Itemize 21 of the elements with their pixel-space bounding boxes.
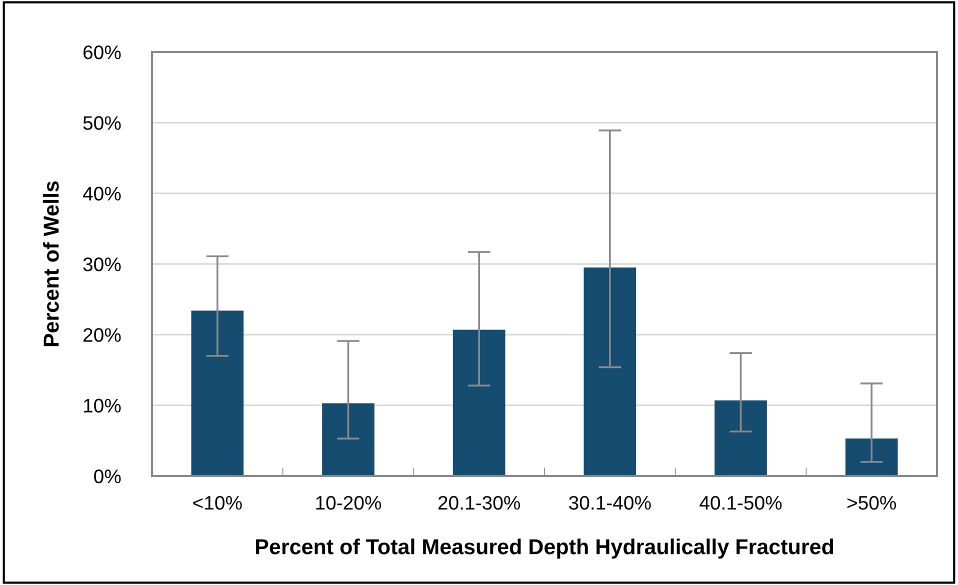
x-tick-label: >50%: [847, 496, 896, 510]
bar: [845, 438, 898, 476]
y-axis-title: Percent of Wells: [43, 181, 59, 346]
y-tick-label: 40%: [82, 186, 121, 201]
x-axis-title: Percent of Total Measured Depth Hydraulically Fractured: [256, 538, 834, 559]
x-tick-label: 20.1-30%: [438, 496, 520, 510]
x-tick-label: 40.1-50%: [700, 496, 782, 510]
y-tick-label: 20%: [84, 328, 121, 342]
y-tick-label: 10%: [84, 398, 121, 413]
bar: [584, 268, 636, 476]
x-tick-label: 30.1-40%: [569, 496, 651, 510]
bar: [452, 330, 506, 476]
y-tick-label: 0%: [94, 469, 121, 484]
x-tick-label: <10%: [193, 496, 242, 510]
x-tick-label: 10-20%: [316, 496, 382, 510]
y-tick-label: 60%: [84, 45, 121, 60]
y-tick-label: 50%: [83, 116, 121, 130]
bar: [714, 400, 767, 476]
y-tick-label: 30%: [83, 257, 121, 272]
bar: [191, 310, 244, 476]
bar: [322, 403, 374, 476]
